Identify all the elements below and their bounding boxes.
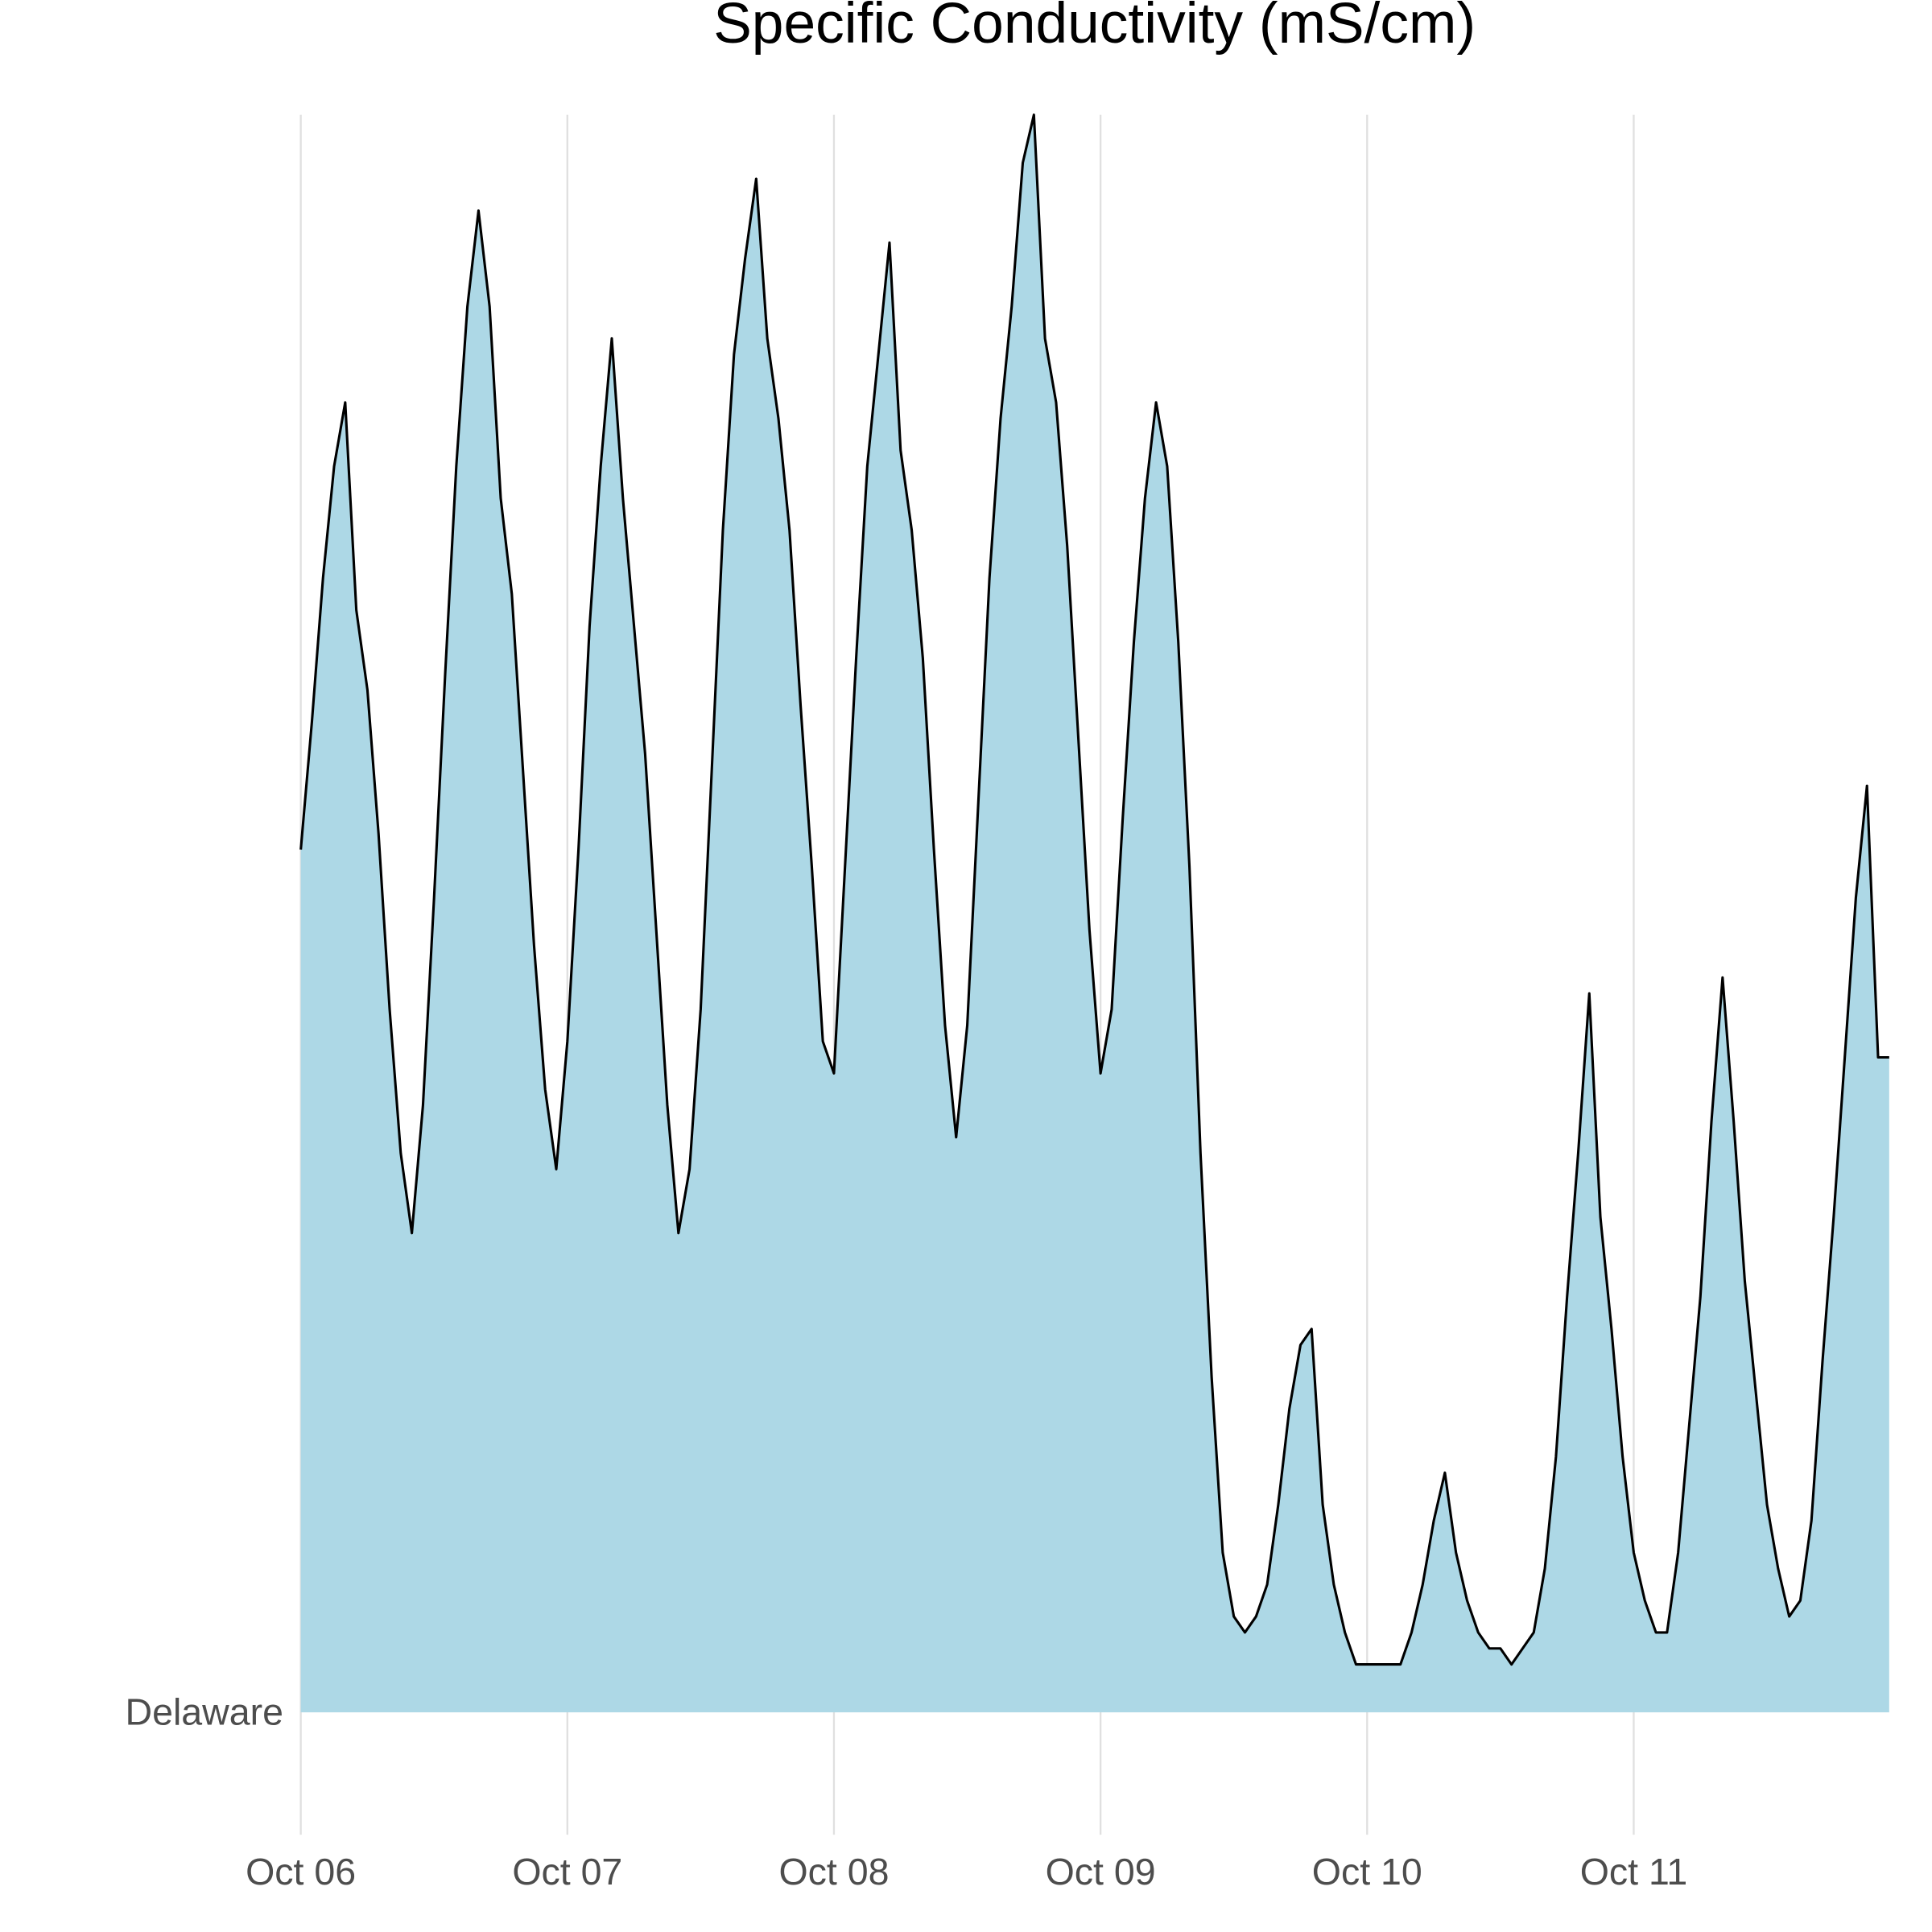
area [300,114,1889,1713]
x-tick-label: Oct 09 [1046,1851,1156,1893]
y-category-label: Delaware [126,1691,283,1733]
x-tick-label: Oct 11 [1580,1851,1688,1893]
x-tick-label: Oct 07 [512,1851,622,1893]
x-tick-label: Oct 10 [1312,1851,1422,1893]
x-tick-label: Oct 08 [778,1851,889,1893]
x-tick-label: Oct 06 [246,1851,356,1893]
line [299,114,1889,1666]
chart-title: Specific Conductivity (mS/cm) [713,0,1476,56]
